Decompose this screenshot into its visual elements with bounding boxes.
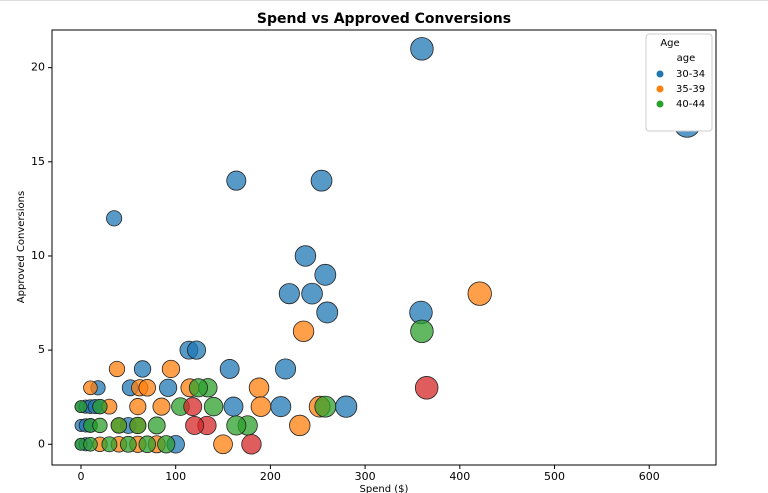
point bbox=[278, 283, 300, 305]
point bbox=[106, 210, 123, 227]
legend-entry: 40-44 bbox=[676, 99, 705, 110]
point bbox=[108, 360, 126, 378]
x-tick-label: 300 bbox=[355, 470, 376, 483]
legend-box bbox=[645, 33, 713, 132]
point bbox=[161, 359, 181, 379]
point bbox=[248, 377, 270, 399]
point bbox=[157, 435, 176, 454]
point bbox=[185, 415, 205, 435]
legend-marker bbox=[656, 100, 664, 108]
point bbox=[219, 359, 240, 379]
point bbox=[289, 414, 311, 437]
point bbox=[414, 376, 439, 400]
point bbox=[223, 396, 244, 417]
point bbox=[133, 360, 152, 378]
point bbox=[183, 397, 203, 417]
point bbox=[314, 395, 337, 418]
point bbox=[129, 398, 147, 416]
point bbox=[294, 245, 317, 267]
point bbox=[92, 417, 108, 434]
point bbox=[147, 416, 166, 435]
x-tick-label: 100 bbox=[165, 470, 186, 483]
x-tick-label: 200 bbox=[260, 470, 281, 483]
point bbox=[83, 380, 98, 396]
point bbox=[292, 320, 315, 342]
y-tick-label: 10 bbox=[31, 249, 45, 262]
point bbox=[83, 437, 98, 452]
point bbox=[275, 358, 297, 380]
legend-marker bbox=[656, 70, 664, 78]
plot-frame bbox=[51, 29, 717, 466]
point bbox=[410, 37, 434, 61]
y-tick-label: 20 bbox=[31, 61, 45, 74]
x-tick-label: 400 bbox=[449, 470, 470, 483]
point bbox=[187, 340, 207, 360]
x-tick-label: 500 bbox=[544, 470, 565, 483]
point bbox=[159, 378, 178, 397]
point bbox=[310, 169, 333, 192]
point bbox=[241, 434, 262, 455]
x-axis-label: Spend ($) bbox=[360, 484, 409, 493]
point bbox=[226, 170, 247, 191]
point bbox=[410, 319, 434, 344]
point bbox=[74, 400, 88, 414]
legend-entry: 30-34 bbox=[676, 69, 705, 80]
point bbox=[203, 396, 224, 417]
point bbox=[213, 434, 233, 455]
point bbox=[335, 395, 358, 418]
y-axis-label: Approved Conversions bbox=[16, 191, 27, 303]
y-tick-label: 0 bbox=[38, 437, 45, 450]
legend-entry: 35-39 bbox=[676, 84, 705, 95]
point bbox=[270, 396, 292, 418]
legend: Age age 30-34 35-39 40-44 bbox=[645, 33, 713, 132]
point bbox=[138, 379, 157, 397]
legend-marker bbox=[656, 85, 664, 93]
point bbox=[301, 282, 323, 305]
point bbox=[101, 436, 118, 453]
legend-title: Age bbox=[660, 38, 679, 49]
chart-title: Spend vs Approved Conversions bbox=[257, 11, 511, 27]
point bbox=[152, 397, 171, 416]
y-tick-label: 15 bbox=[31, 155, 45, 168]
point bbox=[250, 396, 272, 417]
point bbox=[226, 415, 247, 436]
point bbox=[188, 378, 208, 398]
point bbox=[110, 417, 128, 434]
point bbox=[129, 416, 147, 435]
point bbox=[92, 398, 108, 415]
point bbox=[467, 281, 492, 306]
legend-label: age bbox=[677, 53, 696, 64]
point bbox=[138, 435, 157, 454]
point bbox=[314, 263, 337, 286]
point bbox=[119, 435, 137, 453]
y-tick-label: 5 bbox=[38, 343, 45, 356]
point bbox=[316, 301, 339, 324]
x-tick-label: 0 bbox=[77, 470, 84, 483]
x-tick-label: 600 bbox=[639, 470, 660, 483]
